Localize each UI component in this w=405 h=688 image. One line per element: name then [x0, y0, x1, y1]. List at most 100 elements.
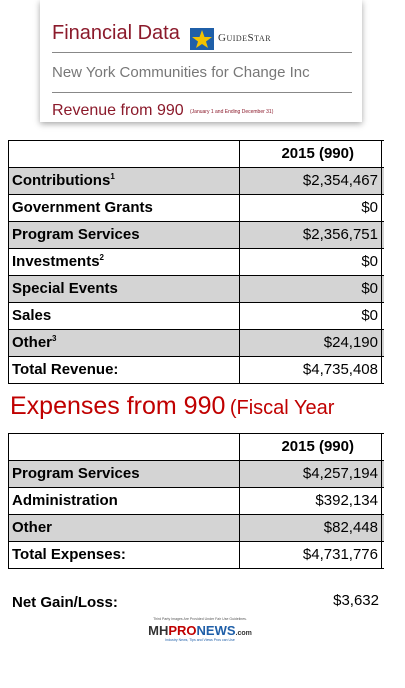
row-value: $4,731,776	[302, 546, 378, 563]
label-text: Contributions	[12, 172, 111, 189]
footer-note: Third Party Images Are Provided Under Fa…	[153, 617, 247, 621]
rule	[52, 52, 352, 53]
label-text: Sales	[12, 307, 52, 324]
table-row: Total Expenses: $4,731,776	[8, 542, 384, 569]
right-border	[381, 141, 382, 167]
table-row: Other $82,448	[8, 515, 384, 542]
column-divider	[239, 542, 240, 568]
net-value: $3,632	[333, 592, 379, 609]
row-value: $392,134	[315, 492, 378, 509]
right-border	[381, 249, 382, 275]
header-card: Financial Data GuideStar New York Commun…	[40, 0, 362, 122]
right-border	[381, 515, 382, 541]
row-value: $4,257,194	[302, 465, 378, 482]
label-text: Total Expenses:	[12, 546, 126, 563]
heading-extra: (Fiscal Year	[229, 397, 335, 419]
column-divider	[239, 168, 240, 194]
footnote-mark: 2	[99, 253, 104, 262]
footer-logo: Third Party Images Are Provided Under Fa…	[140, 617, 260, 653]
column-divider	[239, 357, 240, 383]
organization: New York Communities for Change Inc	[52, 64, 310, 81]
tagline: Industry News, Tips and Views Pros can U…	[165, 638, 235, 642]
right-border	[381, 195, 382, 221]
subtitle-note: (January 1 and Ending December 31)	[190, 109, 274, 115]
row-label: Other3	[12, 334, 56, 351]
header-row: 2015 (990)	[8, 141, 384, 168]
row-label: Government Grants	[12, 199, 153, 216]
row-value: $2,354,467	[302, 172, 378, 189]
column-divider	[239, 249, 240, 275]
right-border	[381, 330, 382, 356]
right-border	[381, 542, 382, 568]
right-border	[381, 222, 382, 248]
row-label: Total Expenses:	[12, 546, 126, 563]
row-value: $0	[361, 307, 378, 324]
revenue-table: 2015 (990) Contributions1 $2,354,467 Govern…	[8, 140, 384, 384]
column-divider	[239, 195, 240, 221]
row-value: $4,735,408	[302, 361, 378, 378]
label-text: Investments	[12, 253, 100, 270]
right-border	[381, 461, 382, 487]
row-value: $82,448	[323, 519, 378, 536]
brand-d: .com	[235, 630, 252, 637]
table-row: Program Services $4,257,194	[8, 461, 384, 488]
row-label: Sales	[12, 307, 51, 324]
row-label: Special Events	[12, 280, 118, 297]
brand-a: MH	[148, 623, 169, 638]
label-text: Total Revenue:	[12, 361, 119, 378]
label-text: Administration	[12, 492, 118, 509]
row-value: $2,356,751	[302, 226, 378, 243]
table-row: Investments2 $0	[8, 249, 384, 276]
row-label: Administration	[12, 492, 118, 509]
row-label: Total Revenue:	[12, 361, 118, 378]
row-label: Program Services	[12, 465, 140, 482]
label-text: Government Grants	[12, 199, 153, 216]
column-divider	[239, 330, 240, 356]
row-label: Contributions1	[12, 172, 115, 189]
expenses-table: 2015 (990) Program Services $4,257,194 Admi…	[8, 433, 384, 569]
column-header: 2015 (990)	[281, 438, 354, 455]
footnote-mark: 1	[110, 172, 115, 181]
row-value: $0	[361, 253, 378, 270]
label-text: Program Services	[12, 226, 140, 243]
table-row: Government Grants $0	[8, 195, 384, 222]
logo-icon	[190, 28, 214, 50]
label-text: Special Events	[12, 280, 118, 297]
subtitle: Revenue from 990	[52, 102, 184, 119]
brand: MHPRONEWS.com	[140, 623, 260, 638]
net-label: Net Gain/Loss:	[12, 594, 118, 611]
column-divider	[239, 141, 240, 167]
column-divider	[239, 276, 240, 302]
table-row: Administration $392,134	[8, 488, 384, 515]
expenses-heading: Expenses from 990 (Fiscal Year	[10, 392, 334, 421]
right-border	[381, 303, 382, 329]
label-text: Other	[12, 519, 53, 536]
table-row: Contributions1 $2,354,467	[8, 168, 384, 195]
header-row: 2015 (990)	[8, 434, 384, 461]
row-label: Program Services	[12, 226, 140, 243]
right-border	[381, 434, 382, 460]
row-label: Other	[12, 519, 52, 536]
right-border	[381, 357, 382, 383]
label-text: Program Services	[12, 465, 140, 482]
label-text: Other	[12, 334, 53, 351]
row-label: Investments2	[12, 253, 104, 270]
row-value: $0	[361, 199, 378, 216]
column-divider	[239, 303, 240, 329]
table-row: Total Revenue: $4,735,408	[8, 357, 384, 384]
title: Financial Data	[52, 22, 180, 44]
right-border	[381, 488, 382, 514]
brand-b: PRO	[168, 623, 197, 638]
right-border	[381, 168, 382, 194]
table-row: Special Events $0	[8, 276, 384, 303]
column-divider	[239, 434, 240, 460]
column-divider	[239, 222, 240, 248]
column-divider	[239, 488, 240, 514]
row-value: $0	[361, 280, 378, 297]
rule	[52, 92, 352, 93]
footnote-mark: 3	[52, 334, 57, 343]
right-border	[381, 276, 382, 302]
column-header: 2015 (990)	[281, 145, 354, 162]
heading-main: Expenses from 990	[10, 392, 226, 420]
